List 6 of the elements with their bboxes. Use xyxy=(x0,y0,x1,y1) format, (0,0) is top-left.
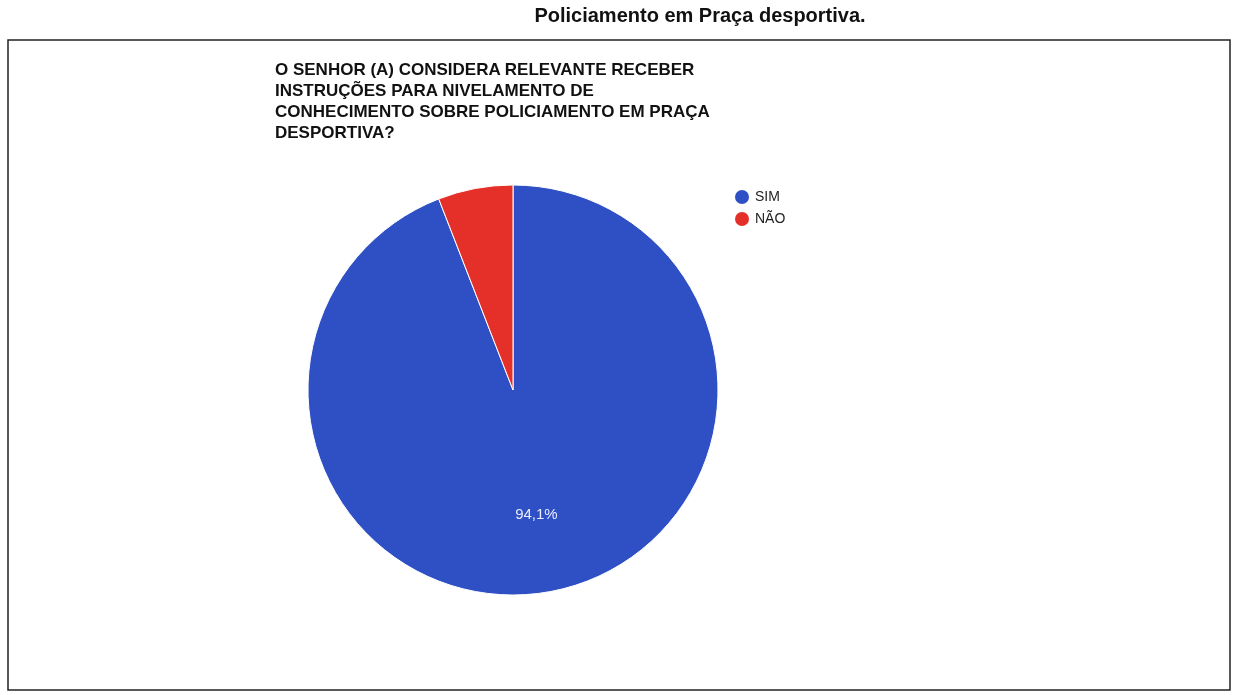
legend-label: NÃO xyxy=(755,209,786,226)
pie-slice xyxy=(307,184,719,596)
data-label: 94,1% xyxy=(515,504,558,522)
legend-label: SIM xyxy=(755,187,780,204)
chart-title: O SENHOR (A) CONSIDERA RELEVANTE RECEBER INSTRUÇÕES PARA NIVELAMENTO DE CONHECIMENTO SOBRE POLICIAMENTO EM PRAÇA DESPORTIVA? xyxy=(275,60,710,142)
text: Policiamento em Praça desportiva. xyxy=(534,4,866,26)
